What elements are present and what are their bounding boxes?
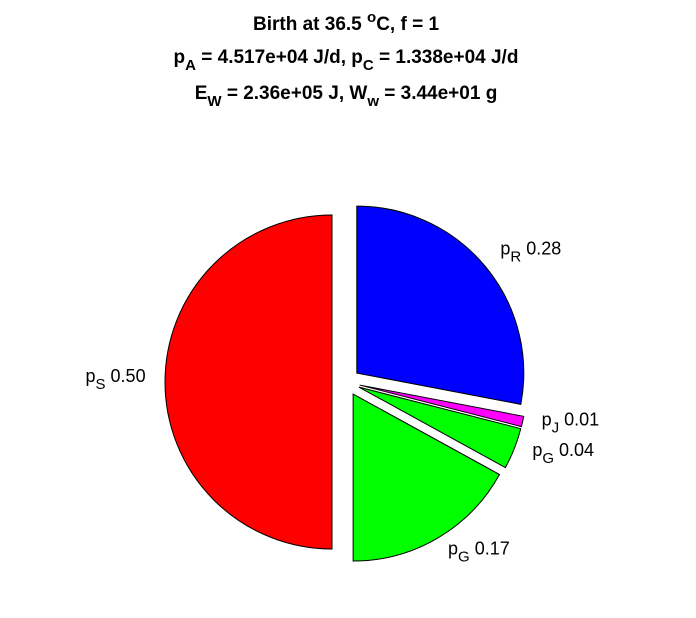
title-text: Birth at 36.5 (253, 14, 367, 35)
title-text: p (174, 47, 186, 68)
slice-label: pS 0.50 (86, 366, 146, 393)
slice-label-sub: G (542, 450, 554, 467)
slice-label: pJ 0.01 (542, 410, 600, 437)
slice-label-name: p (448, 538, 458, 558)
title-text: = 4.517e+04 J/d, p (196, 47, 363, 68)
title-sub: W (207, 93, 222, 110)
chart-title: EW = 2.36e+05 J, Ww = 3.44e+01 g (195, 83, 498, 110)
slice-label-sub: R (510, 248, 521, 265)
title-sub: w (366, 93, 379, 110)
title-sup: o (367, 9, 376, 26)
title-text: = 3.44e+01 g (379, 83, 497, 104)
slice-value-label: 0.04 (559, 440, 594, 460)
pie-slice (359, 384, 525, 428)
pie-slice (352, 393, 501, 562)
slice-value-label: 0.17 (475, 538, 510, 558)
slice-label: pR 0.28 (500, 238, 561, 265)
title-text: E (195, 83, 208, 104)
title-text: = 2.36e+05 J, W (222, 83, 368, 104)
slice-label-name: p (500, 238, 510, 258)
slice-value-label: 0.50 (111, 366, 146, 386)
slice-label-sub: J (552, 420, 560, 437)
slice-label-name: p (532, 440, 542, 460)
title-text: C, f = 1 (376, 14, 439, 35)
chart-title: Birth at 36.5 oC, f = 1 (253, 9, 439, 35)
title-sub: A (185, 57, 196, 74)
slice-value-label: 0.28 (526, 238, 561, 258)
slice-value-label: 0.01 (564, 410, 599, 430)
slice-label: pG 0.04 (532, 440, 594, 467)
slice-label-sub: G (458, 548, 470, 565)
pie-slice (358, 386, 522, 469)
title-text: = 1.338e+04 J/d (374, 47, 519, 68)
chart-title: pA = 4.517e+04 J/d, pC = 1.338e+04 J/d (174, 47, 519, 74)
slice-label: pG 0.17 (448, 538, 510, 565)
title-sub: C (363, 57, 374, 74)
pie-slice (356, 205, 525, 405)
pie-slice (164, 214, 333, 550)
slice-label-sub: S (96, 376, 106, 393)
slice-label-name: p (542, 410, 552, 430)
slice-label-name: p (86, 366, 96, 386)
